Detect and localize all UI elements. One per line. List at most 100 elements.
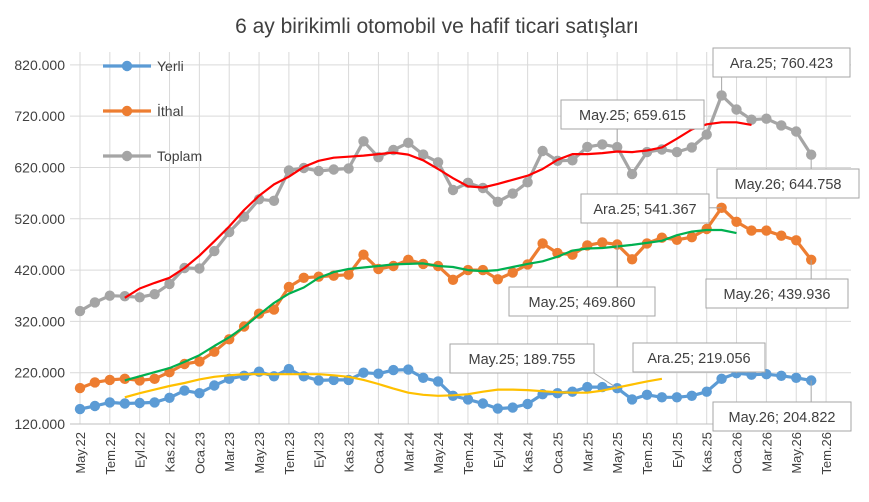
data-point bbox=[597, 237, 608, 248]
data-point bbox=[791, 126, 802, 137]
legend-label: İthal bbox=[157, 102, 183, 119]
data-point bbox=[477, 398, 489, 409]
data-point bbox=[89, 297, 101, 308]
data-point bbox=[776, 120, 787, 131]
data-point bbox=[582, 381, 593, 393]
annotation-label: Ara.25; 219.056 bbox=[647, 351, 750, 367]
data-point bbox=[776, 230, 787, 241]
data-point bbox=[149, 397, 160, 408]
data-point bbox=[686, 142, 697, 153]
data-point bbox=[791, 235, 802, 246]
data-point bbox=[626, 394, 638, 405]
data-point bbox=[522, 177, 533, 188]
data-point bbox=[671, 146, 683, 158]
data-point bbox=[283, 363, 295, 375]
data-point bbox=[761, 225, 772, 236]
legend-marker bbox=[121, 150, 133, 162]
data-point bbox=[403, 137, 414, 148]
data-point bbox=[74, 305, 86, 317]
data-point bbox=[104, 374, 116, 386]
data-point bbox=[119, 291, 130, 302]
x-tick-label: Tem.26 bbox=[819, 432, 834, 475]
data-point bbox=[209, 380, 220, 391]
data-point bbox=[641, 146, 653, 158]
data-point bbox=[268, 304, 280, 315]
x-tick-label: Mar.23 bbox=[222, 432, 237, 472]
annotation-leaders bbox=[593, 77, 812, 402]
data-point bbox=[164, 278, 175, 290]
data-point bbox=[313, 165, 324, 177]
data-point bbox=[74, 382, 86, 394]
legend-marker bbox=[121, 60, 133, 72]
data-point bbox=[209, 245, 220, 257]
x-tick-label: Kas.23 bbox=[342, 432, 357, 472]
y-axis: 120.000 220.000 320.000 420.000 520.000 620.0… bbox=[14, 57, 65, 432]
annotation-label: May.26; 439.936 bbox=[724, 287, 831, 303]
data-point bbox=[806, 254, 817, 265]
data-point bbox=[358, 136, 369, 147]
y-tick-label: 620.000 bbox=[14, 159, 65, 175]
data-point bbox=[194, 388, 205, 399]
data-point bbox=[104, 290, 116, 301]
x-tick-label: Oca.25 bbox=[550, 432, 565, 474]
data-point bbox=[343, 269, 354, 280]
legend-label: Toplam bbox=[157, 148, 202, 164]
x-tick-label: Eyl.25 bbox=[670, 432, 685, 468]
x-tick-label: May.26 bbox=[789, 432, 804, 474]
y-tick-label: 820.000 bbox=[14, 57, 65, 73]
x-tick-label: Mar.25 bbox=[580, 432, 595, 472]
x-tick-label: Oca.26 bbox=[730, 432, 745, 474]
data-point bbox=[194, 356, 205, 367]
data-point bbox=[283, 165, 295, 176]
data-point bbox=[164, 392, 175, 403]
data-point bbox=[89, 377, 101, 388]
data-point bbox=[746, 114, 757, 125]
data-point bbox=[343, 163, 354, 174]
data-point bbox=[701, 129, 712, 140]
x-tick-label: Tem.23 bbox=[282, 432, 297, 475]
data-point bbox=[224, 226, 235, 238]
data-point bbox=[716, 90, 727, 101]
data-point bbox=[388, 364, 399, 376]
data-point bbox=[686, 232, 697, 243]
data-point bbox=[134, 397, 145, 409]
data-point bbox=[507, 188, 518, 199]
data-point bbox=[298, 272, 309, 283]
data-point bbox=[641, 389, 653, 400]
y-tick-label: 220.000 bbox=[14, 365, 65, 381]
x-tick-label: Tem.22 bbox=[103, 432, 118, 475]
annotation-box bbox=[580, 193, 710, 224]
data-point bbox=[656, 392, 668, 403]
x-tick-label: Eyl.22 bbox=[133, 432, 148, 468]
x-axis: May.22 Tem.22 Eyl.22 Kas.22 Oca.23 Mar.23 May.… bbox=[73, 432, 834, 475]
y-tick-label: 420.000 bbox=[14, 262, 65, 278]
annotation-box bbox=[508, 286, 656, 317]
data-point bbox=[686, 390, 697, 401]
data-point bbox=[597, 139, 608, 150]
data-point bbox=[492, 196, 503, 207]
chart-title: 6 ay birikimli otomobil ve hafif ticari … bbox=[235, 15, 639, 38]
data-point bbox=[492, 274, 503, 285]
annotation-box bbox=[712, 401, 852, 432]
data-point bbox=[298, 371, 309, 382]
data-point bbox=[761, 113, 772, 124]
series-line-4 bbox=[124, 228, 737, 382]
data-point bbox=[328, 164, 339, 175]
data-point bbox=[134, 292, 145, 303]
annotation-box bbox=[705, 278, 849, 309]
data-point bbox=[179, 385, 190, 396]
data-point bbox=[671, 392, 683, 403]
data-point bbox=[253, 366, 265, 377]
annotation-label: May.26; 644.758 bbox=[735, 177, 842, 193]
data-point bbox=[74, 403, 86, 415]
data-point bbox=[507, 402, 518, 413]
data-point bbox=[432, 376, 444, 387]
x-tick-label: May.24 bbox=[431, 432, 446, 474]
data-point bbox=[567, 155, 578, 166]
data-point bbox=[194, 263, 205, 274]
annotation-label: Ara.25; 541.367 bbox=[593, 202, 696, 218]
data-point bbox=[418, 372, 429, 383]
data-point bbox=[119, 373, 130, 384]
data-point bbox=[373, 368, 384, 379]
